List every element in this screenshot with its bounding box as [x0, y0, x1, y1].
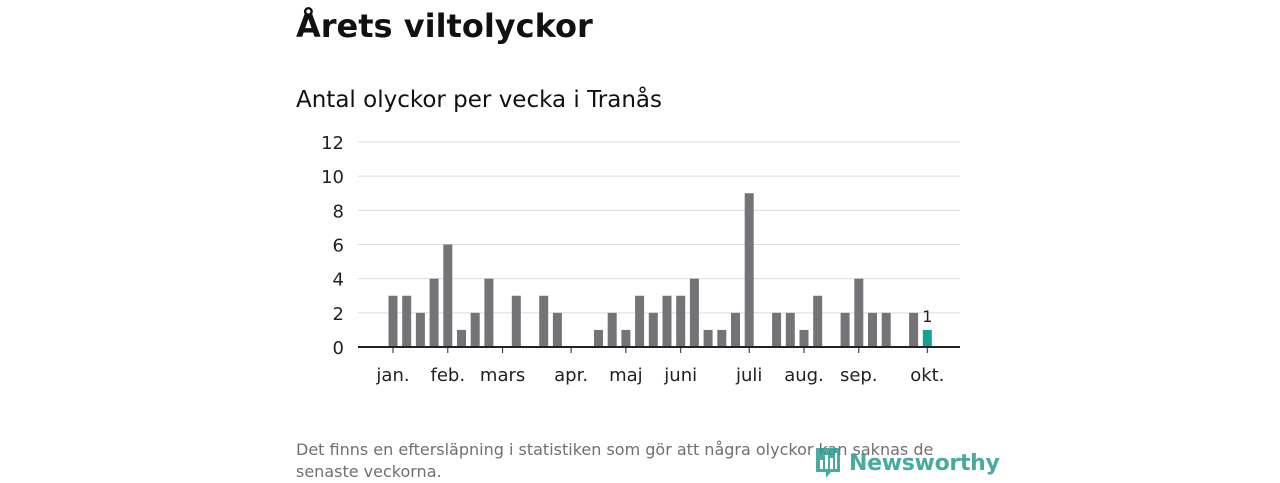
- bar-week-3: [415, 312, 425, 347]
- footnote: Det finns en eftersläpning i statistiken…: [296, 440, 934, 481]
- bar-week-27: [744, 193, 754, 347]
- bar-week-32: [813, 295, 823, 347]
- data-label: 1: [922, 307, 932, 326]
- newsworthy-logo-icon: [816, 448, 840, 478]
- chart-subtitle: Antal olyckor per vecka i Tranås: [296, 87, 663, 113]
- bar-week-13: [552, 312, 562, 347]
- x-tick-label: juli: [735, 365, 762, 386]
- brand-logo: Newsworthy: [813, 443, 1000, 483]
- bar-week-16: [594, 329, 603, 347]
- x-tick-label: aug.: [784, 365, 824, 386]
- bar-week-36: [868, 312, 877, 347]
- x-tick-label: maj: [609, 365, 643, 386]
- bar-week-1: [388, 295, 398, 347]
- bar-week-24: [703, 329, 713, 347]
- bar-week-6: [457, 329, 466, 347]
- bar-week-19: [635, 295, 645, 347]
- bar-week-7: [470, 312, 480, 347]
- bar-week-29: [772, 312, 782, 347]
- x-tick-label: sep.: [840, 365, 878, 386]
- x-tick-label: jan.: [375, 365, 409, 386]
- bar-week-35: [854, 278, 864, 347]
- bars: 1: [388, 193, 932, 347]
- page-title: Årets viltolyckor: [296, 7, 593, 45]
- y-tick-label: 12: [321, 133, 344, 154]
- x-tick-label: apr.: [554, 365, 588, 386]
- bar-week-12: [539, 295, 549, 347]
- y-tick-label: 2: [333, 304, 344, 325]
- bar-week-20: [648, 312, 658, 347]
- y-tick-label: 10: [321, 167, 344, 188]
- brand-name: Newsworthy: [849, 450, 1000, 476]
- bar-week-25: [717, 329, 727, 347]
- bar-week-10: [511, 295, 521, 347]
- y-axis-ticks: 0 2 4 6 8 10 12: [321, 133, 344, 359]
- y-tick-label: 0: [333, 338, 344, 359]
- bar-week-30: [785, 312, 795, 347]
- bar-week-22: [676, 295, 686, 347]
- bar-week-18: [621, 329, 631, 347]
- bar-week-31: [799, 329, 809, 347]
- bar-week-17: [607, 312, 617, 347]
- bar-week-2: [402, 295, 412, 347]
- bar-week-4: [429, 278, 439, 347]
- x-tick-label: juni: [663, 365, 697, 386]
- bar-week-8: [484, 278, 494, 347]
- y-tick-label: 8: [333, 201, 344, 222]
- bar-chart: 0 2 4 6 8 10 12 1 jan. feb. mars apr. maj juni juli a…: [321, 133, 960, 386]
- bar-week-23: [689, 278, 699, 347]
- bar-highlight-week-40: [922, 329, 932, 347]
- y-tick-label: 4: [333, 270, 344, 291]
- bar-week-37: [881, 312, 891, 347]
- bar-week-21: [662, 295, 672, 347]
- bar-week-5: [443, 244, 453, 347]
- x-axis-ticks: jan. feb. mars apr. maj juni juli aug. sep. okt.: [375, 347, 944, 386]
- x-tick-label: okt.: [910, 365, 944, 386]
- bar-week-34: [840, 312, 850, 347]
- bar-week-39: [909, 312, 919, 347]
- y-tick-label: 6: [333, 236, 344, 257]
- x-tick-label: feb.: [431, 365, 466, 386]
- grid-lines: [358, 141, 960, 314]
- bar-week-26: [731, 312, 740, 347]
- x-tick-label: mars: [480, 365, 525, 386]
